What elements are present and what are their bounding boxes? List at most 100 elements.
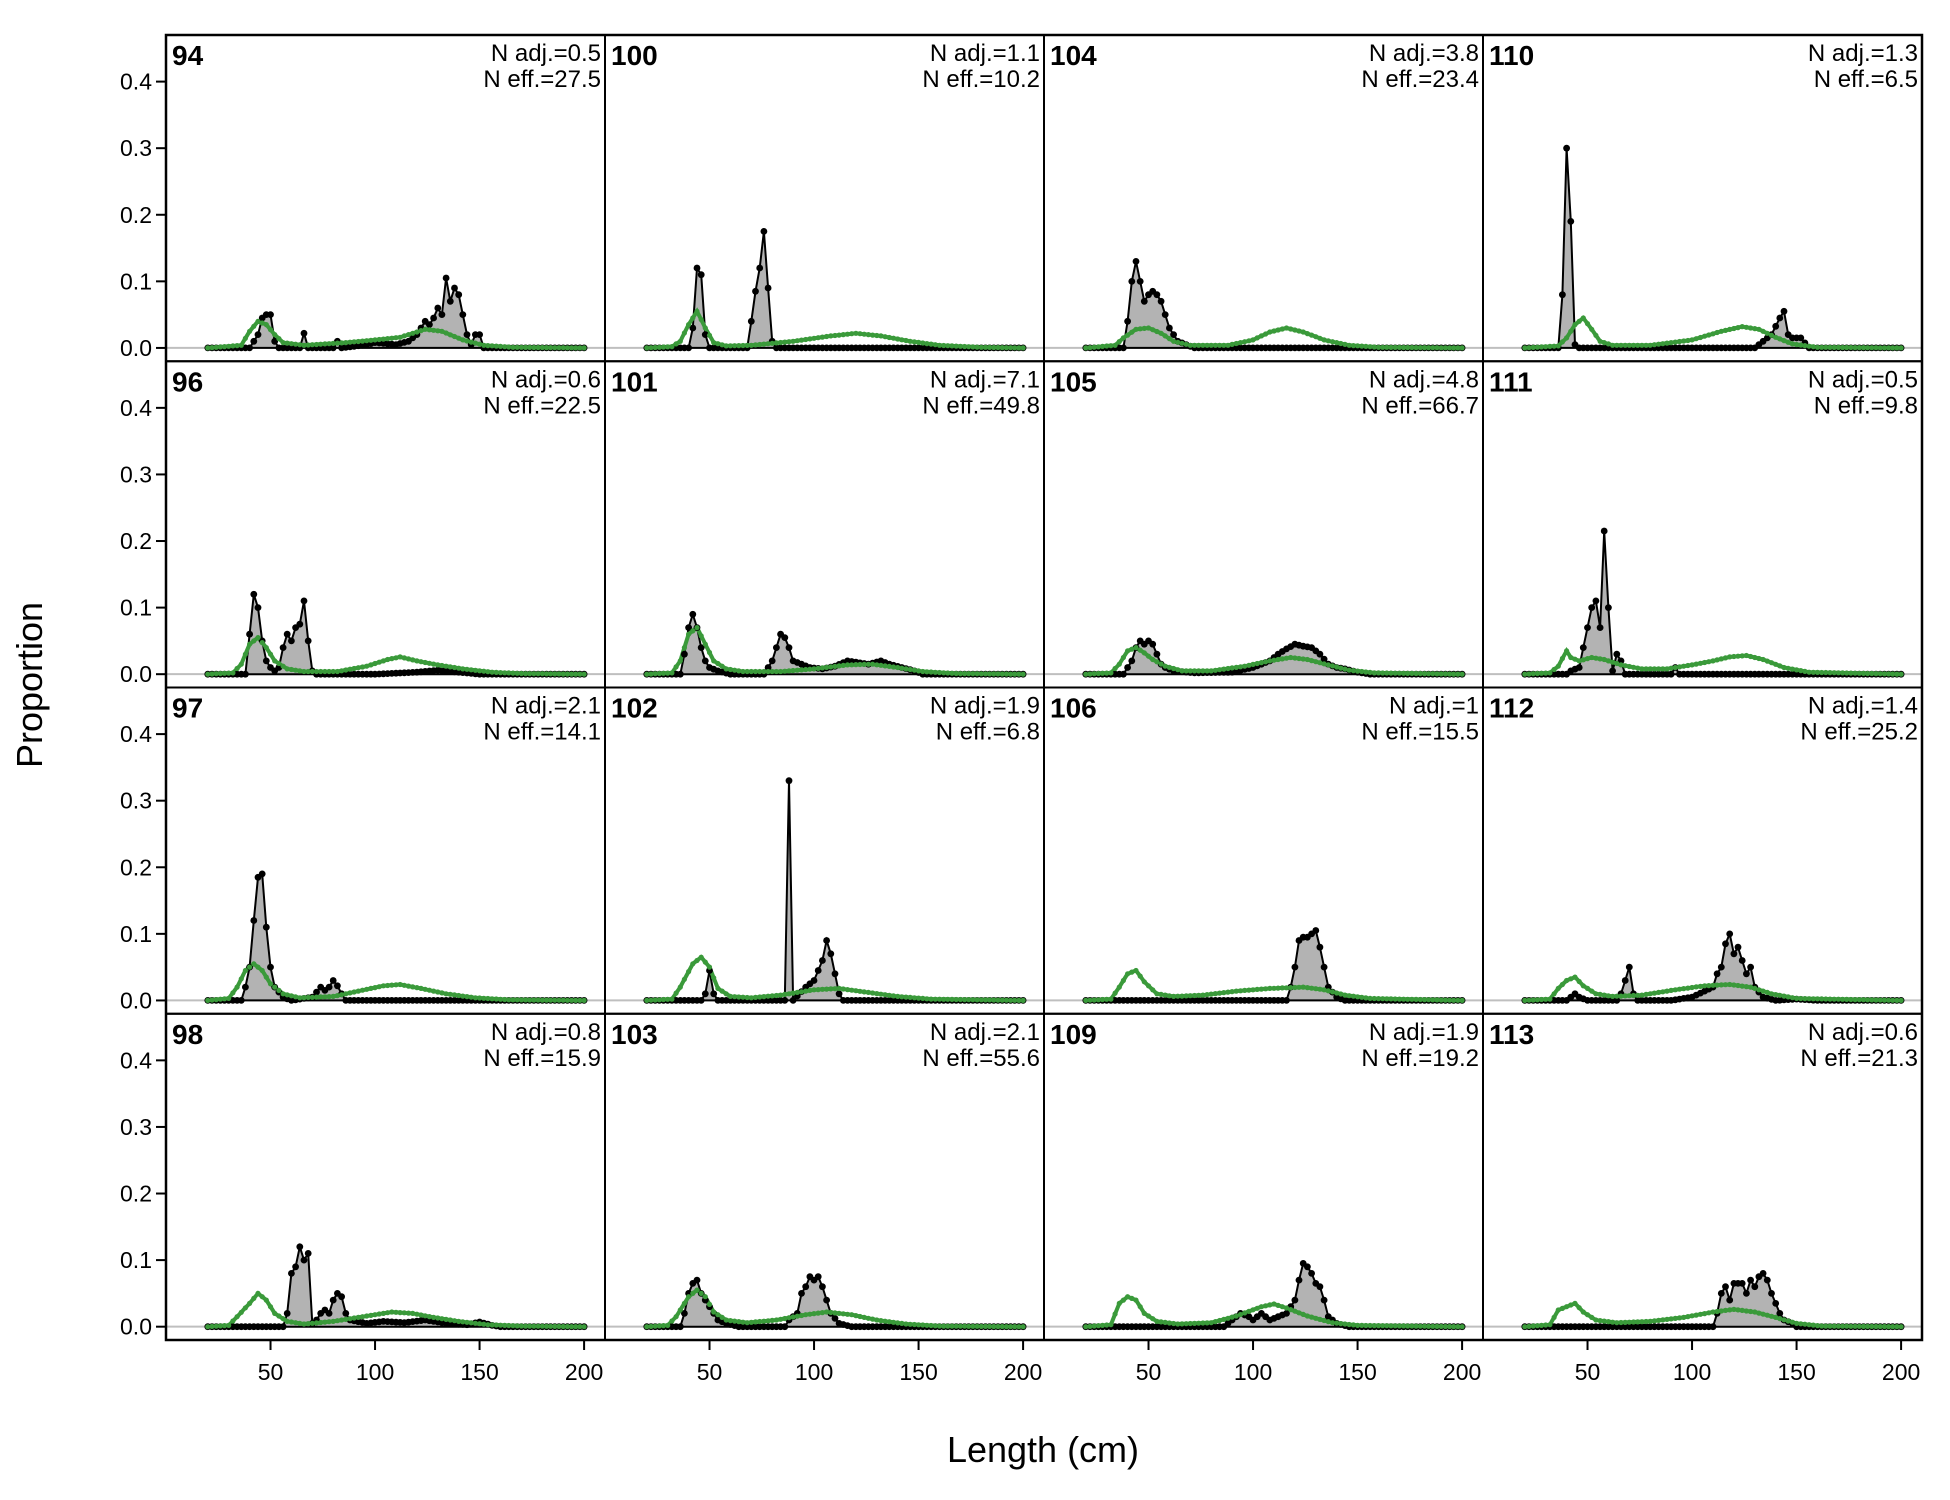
observed-point: [1772, 1300, 1780, 1307]
expected-point: [334, 340, 340, 346]
expected-point: [1610, 659, 1616, 665]
expected-point: [1756, 1310, 1762, 1316]
expected-point: [414, 658, 420, 664]
expected-point: [1860, 1323, 1867, 1329]
expected-point: [1191, 342, 1198, 348]
expected-point: [1827, 996, 1833, 1002]
expected-point: [577, 345, 583, 351]
n-eff-label: N eff.=14.1: [483, 719, 601, 746]
expected-point: [890, 993, 897, 999]
expected-point: [916, 995, 922, 1001]
expected-point: [514, 1323, 520, 1329]
expected-point: [995, 671, 1001, 677]
x-tick-label: 50: [697, 1359, 723, 1385]
expected-point: [1835, 1323, 1841, 1329]
observed-point: [1316, 1283, 1324, 1291]
expected-point: [706, 1301, 713, 1307]
expected-point: [1534, 344, 1540, 350]
expected-point: [1526, 671, 1532, 677]
observed-point: [819, 1283, 826, 1291]
panel-label: 94: [172, 40, 204, 71]
expected-point: [1183, 993, 1189, 999]
expected-point: [247, 641, 253, 647]
expected-point: [1346, 993, 1352, 999]
expected-point: [1175, 667, 1181, 673]
expected-point: [1718, 1308, 1724, 1314]
observed-point: [434, 304, 442, 312]
expected-point: [1844, 670, 1850, 676]
expected-point: [527, 1323, 533, 1329]
expected-point: [962, 997, 968, 1003]
expected-point: [372, 985, 378, 991]
expected-point: [874, 1317, 880, 1323]
expected-point: [389, 982, 395, 988]
expected-point: [1748, 1308, 1754, 1315]
expected-point: [706, 649, 713, 656]
expected-point: [786, 339, 792, 345]
expected-point: [711, 340, 717, 346]
expected-point: [748, 668, 754, 675]
y-tick-label: 0.2: [120, 1181, 152, 1207]
expected-point: [1417, 1323, 1423, 1329]
expected-point: [1296, 655, 1302, 662]
expected-point: [1233, 664, 1239, 671]
expected-point: [573, 997, 579, 1004]
expected-point: [1212, 1319, 1218, 1325]
expected-point: [1388, 344, 1394, 350]
n-adj-label: N adj.=1.1: [930, 40, 1040, 67]
expected-point: [1120, 977, 1126, 984]
expected-point: [569, 1324, 575, 1330]
expected-point: [456, 992, 462, 999]
expected-point: [690, 961, 696, 967]
expected-point: [1020, 671, 1026, 677]
outer-frame: [164, 33, 1924, 1342]
expected-point: [865, 661, 872, 667]
expected-point: [1601, 340, 1607, 346]
expected-point: [1183, 668, 1189, 674]
panel-label: 96: [172, 366, 203, 397]
expected-point: [1442, 671, 1448, 677]
expected-point: [1702, 983, 1708, 989]
observed-point: [1726, 1296, 1734, 1304]
expected-point: [849, 662, 855, 668]
expected-point: [1710, 658, 1716, 664]
expected-point: [1530, 671, 1536, 677]
expected-point: [1363, 343, 1369, 349]
observed-point: [781, 634, 789, 641]
expected-point: [1526, 1323, 1532, 1329]
expected-point: [359, 1314, 366, 1320]
expected-point: [1279, 1304, 1285, 1310]
expected-point: [334, 1318, 340, 1324]
expected-point: [493, 343, 499, 349]
expected-point: [1288, 1307, 1294, 1313]
observed-point: [1780, 307, 1788, 315]
x-tick-label: 100: [1673, 1359, 1711, 1385]
expected-point: [242, 651, 248, 657]
expected-point: [1279, 326, 1285, 332]
expected-point: [1229, 1314, 1235, 1320]
expected-point: [974, 344, 980, 350]
expected-point: [376, 984, 382, 990]
expected-point: [1618, 1319, 1624, 1326]
expected-point: [1346, 342, 1352, 348]
expected-point: [405, 983, 412, 989]
expected-point: [1434, 671, 1440, 677]
expected-point: [836, 1310, 842, 1316]
expected-point: [853, 330, 859, 336]
expected-point: [1752, 326, 1758, 332]
expected-point: [878, 333, 884, 339]
expected-point: [1338, 665, 1344, 671]
observed-point: [304, 637, 312, 645]
observed-point: [1124, 317, 1131, 325]
observed-point: [1124, 664, 1131, 671]
expected-point: [1179, 1321, 1185, 1327]
expected-point: [217, 344, 223, 350]
observed-point: [814, 1273, 822, 1281]
expected-point: [790, 338, 796, 344]
expected-point: [1530, 997, 1536, 1003]
expected-point: [1325, 338, 1331, 344]
panel-label: 103: [611, 1019, 658, 1050]
expected-point: [1777, 663, 1783, 669]
expected-point: [456, 1318, 462, 1324]
expected-point: [397, 1310, 403, 1316]
